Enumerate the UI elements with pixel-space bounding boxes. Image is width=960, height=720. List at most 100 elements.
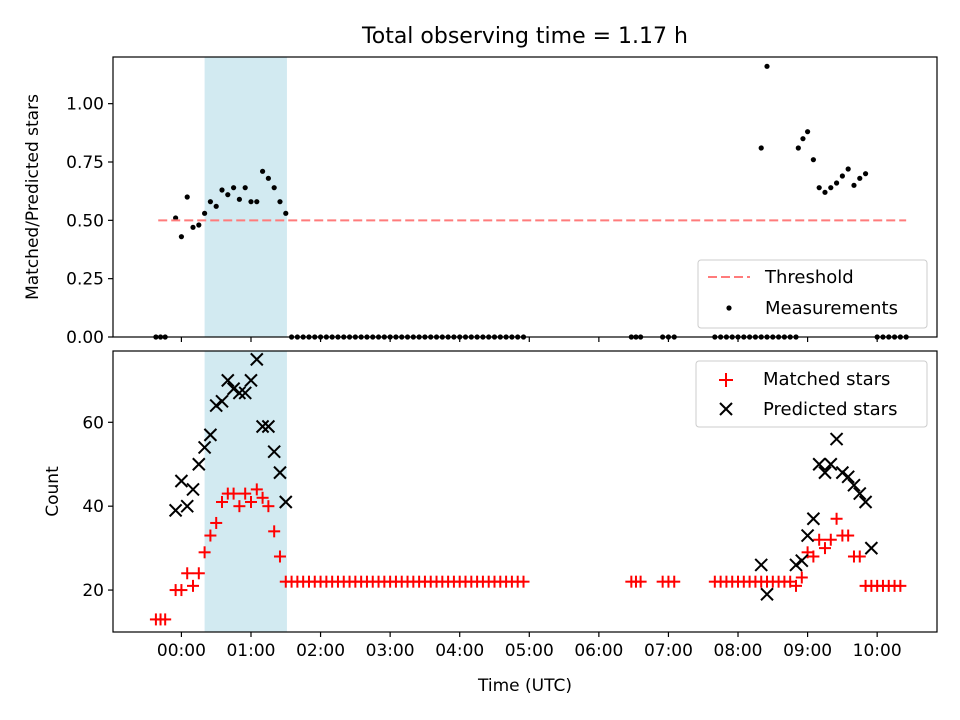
matched-stars-marker [894,579,907,592]
legend-predicted-swatch [719,402,733,416]
matched-stars-marker [262,500,275,513]
predicted-stars-marker [806,512,821,526]
measurement-point [271,185,277,191]
x-tick-label: 05:00 [505,641,554,661]
matched-stars-marker [795,571,808,584]
axes-frame [112,350,938,633]
predicted-stars-marker [267,444,281,459]
axes-frame [112,56,938,338]
count-y-axis-label: Count [43,466,63,517]
matched-stars-marker [239,487,252,500]
measurement-point [196,222,202,228]
measurement-point [283,210,289,216]
predicted-stars-marker [244,373,258,388]
observing-window-span [204,57,287,337]
measurement-point [758,145,764,151]
predicted-stars-marker [789,558,803,572]
measurement-point [213,203,219,209]
chart-title: Total observing time = 1.17 h [361,24,688,49]
measurement-point [207,199,214,205]
measurement-point [259,168,266,174]
predicted-stars-marker [186,482,200,497]
y-tick-label: 0.00 [66,328,104,348]
matched-stars-marker [181,567,194,580]
predicted-stars-marker [197,440,212,455]
matched-stars-marker [830,512,843,525]
measurement-point [173,215,179,221]
ratio-legend: Threshold Measurements [697,259,928,329]
matched-stars-marker [175,584,188,597]
measurement-point [225,192,231,198]
x-tick-label: 06:00 [574,641,623,661]
predicted-stars-marker [824,457,838,471]
matched-stars-marker [192,567,205,580]
measurement-point [248,199,254,205]
predicted-stars-marker [232,386,247,400]
matched-stars-marker [187,579,200,592]
ratio-y-axis-label: Matched/Predicted stars [23,94,43,300]
matched-stars-marker [227,487,240,500]
matched-stars-marker [634,575,647,588]
predicted-stars-marker [221,373,235,388]
predicted-stars-marker [174,474,189,488]
x-tick-label: 02:00 [296,641,345,661]
matched-stars-marker [842,529,855,542]
measurement-point [857,175,863,181]
matched-stars-marker [268,525,281,538]
measurement-point [254,199,260,205]
measurement-point [822,189,828,195]
ratio-panel: 0.00 0.25 0.50 0.75 1.00 Matched/Predicted s… [23,56,938,348]
predicted-stars-series [168,352,879,601]
measurement-point [804,129,811,135]
predicted-stars-marker [238,386,252,400]
measurement-point [862,171,869,177]
measurement-point [833,180,840,186]
matched-stars-marker [789,579,802,592]
matched-stars-marker [853,550,866,563]
matched-stars-series [149,483,907,626]
predicted-stars-marker [847,478,861,492]
measurement-point [845,166,851,172]
x-tick-label: 09:00 [783,641,832,661]
measurement-point [816,185,822,191]
count-panel: 20 40 60 00:00 01:00 02:00 03:00 04:00 05:00 06:0… [43,350,938,696]
predicted-stars-marker [754,558,768,572]
measurement-point [178,234,185,240]
x-tick-label: 00:00 [157,641,206,661]
count-legend-box [695,360,928,428]
measurement-point [219,187,225,193]
legend-threshold-label: Threshold [764,267,854,288]
measurement-point [810,157,816,163]
matched-stars-marker [204,529,217,542]
measurements-series [153,63,909,340]
y-tick-label: 0.50 [66,211,104,231]
x-tick-label: 10:00 [853,641,902,661]
y-tick-label: 1.00 [66,95,104,115]
predicted-stars-marker [273,465,287,480]
legend-measurements-swatch [726,305,732,311]
legend-predicted-label: Predicted stars [763,399,897,420]
x-tick-label: 03:00 [366,641,415,661]
matched-stars-marker [159,613,172,626]
y-tick-label: 0.75 [66,153,104,173]
matched-stars-marker [517,575,530,588]
legend-matched-swatch [719,373,733,387]
predicted-stars-marker [180,499,194,513]
measurement-point [265,175,271,181]
x-tick-label: 01:00 [226,641,275,661]
measurement-point [230,185,237,191]
legend-matched-label: Matched stars [763,369,890,390]
predicted-stars-marker [255,419,270,434]
matched-stars-marker [813,533,826,546]
measurement-point [839,173,845,179]
predicted-stars-marker [812,457,826,471]
predicted-stars-marker [864,541,879,555]
measurement-point [190,224,196,230]
matched-stars-marker [244,495,257,508]
predicted-stars-marker [261,419,276,434]
matched-stars-marker [273,550,286,563]
y-tick-label: 0.25 [66,270,104,290]
predicted-stars-marker [829,432,844,446]
predicted-stars-marker [192,457,206,471]
count-axes: 20 40 60 00:00 01:00 02:00 03:00 04:00 05:00 06:0… [82,350,938,661]
